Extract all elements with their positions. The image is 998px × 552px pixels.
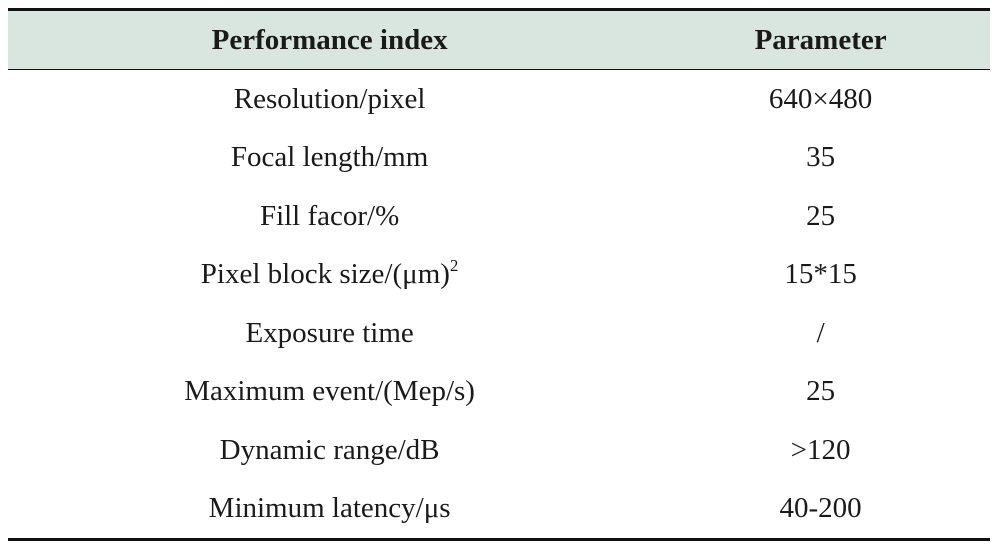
performance-index-cell: Focal length/mm <box>8 129 651 188</box>
table-row: Maximum event/(Mep/s) 25 <box>8 363 990 422</box>
table-row: Minimum latency/μs 40-200 <box>8 480 990 540</box>
table-row: Exposure time / <box>8 304 990 363</box>
superscript-exponent: 2 <box>449 256 459 276</box>
index-text: Fill facor/% <box>259 199 400 232</box>
performance-index-cell: Minimum latency/μs <box>8 480 651 540</box>
table-header: Performance index Parameter <box>8 9 990 70</box>
table-row: Focal length/mm 35 <box>8 129 990 188</box>
performance-index-cell: Dynamic range/dB <box>8 421 651 480</box>
header-performance-index: Performance index <box>211 23 448 56</box>
index-text: Minimum latency/μs <box>208 492 451 525</box>
table-row: Fill facor/% 25 <box>8 187 990 246</box>
index-text: Pixel block size/(μm) <box>200 258 450 291</box>
performance-index-cell: Fill facor/% <box>8 187 651 246</box>
parameter-cell: >120 <box>790 433 851 466</box>
index-text: Dynamic range/dB <box>219 433 440 466</box>
table-row: Dynamic range/dB >120 <box>8 421 990 480</box>
performance-table: Performance index Parameter Resolution/p… <box>8 8 990 541</box>
parameter-cell: 15*15 <box>784 258 857 291</box>
performance-index-cell: Exposure time <box>8 304 651 363</box>
parameter-cell: 25 <box>806 199 836 232</box>
header-parameter: Parameter <box>754 23 887 56</box>
index-text: Resolution/pixel <box>233 82 426 115</box>
parameter-cell: 640×480 <box>768 82 873 115</box>
table-body: Resolution/pixel 640×480 Focal length/mm… <box>8 70 990 540</box>
index-text: Focal length/mm <box>230 141 429 174</box>
parameter-cell: 35 <box>806 141 836 174</box>
parameter-cell: 25 <box>806 375 836 408</box>
parameter-cell: 40-200 <box>779 492 862 525</box>
performance-table-container: Performance index Parameter Resolution/p… <box>8 8 990 541</box>
index-text: Maximum event/(Mep/s) <box>184 375 475 408</box>
index-text: Exposure time <box>245 316 414 349</box>
performance-index-cell: Pixel block size/(μm)2 <box>8 246 651 305</box>
table-row: Resolution/pixel 640×480 <box>8 70 990 129</box>
performance-index-cell: Maximum event/(Mep/s) <box>8 363 651 422</box>
table-row: Pixel block size/(μm)2 15*15 <box>8 246 990 305</box>
performance-index-cell: Resolution/pixel <box>8 70 651 129</box>
parameter-cell: / <box>816 316 825 349</box>
header-row: Performance index Parameter <box>8 9 990 70</box>
